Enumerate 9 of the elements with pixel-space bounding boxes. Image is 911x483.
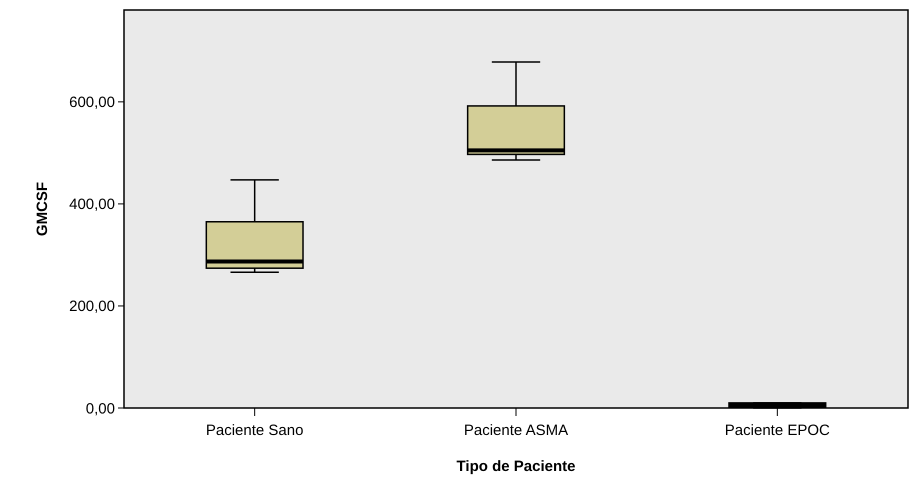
x-tick-label: Paciente EPOC (724, 422, 830, 439)
y-tick-label: 600,00 (69, 94, 115, 112)
y-tick-label: 400,00 (69, 196, 115, 214)
x-tick-label: Paciente ASMA (464, 422, 568, 439)
y-tick-label: 200,00 (69, 298, 115, 316)
x-tick-label: Paciente Sano (206, 422, 304, 439)
y-tick-label: 0,00 (86, 400, 115, 418)
x-axis-title: Tipo de Paciente (456, 458, 576, 475)
y-axis-title: GMCSF (34, 182, 51, 236)
